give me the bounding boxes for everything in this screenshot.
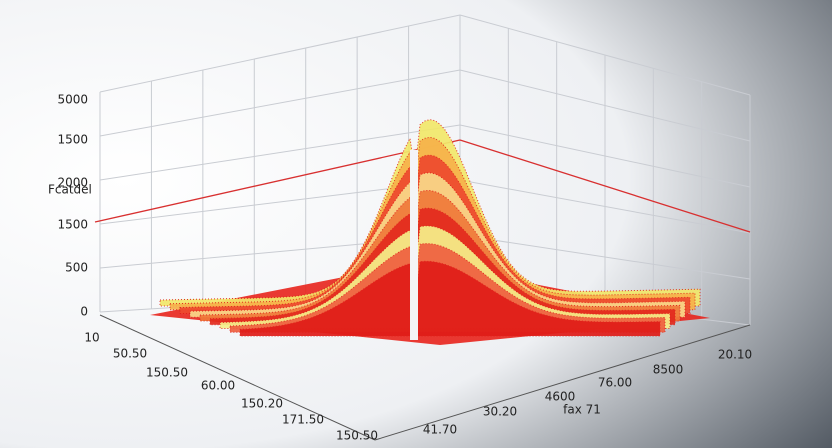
- wall-grid: [459, 234, 751, 280]
- wall-grid: [459, 14, 751, 96]
- y-tick-label: 30.20: [483, 405, 517, 419]
- y-tick-label: 76.00: [598, 376, 632, 390]
- reference-line: [94, 139, 461, 223]
- x-tick-label: 150.50: [146, 366, 188, 380]
- surface-band: [239, 260, 661, 337]
- x-tick-label: 150.20: [241, 397, 283, 411]
- x-tick-label: 50.50: [113, 347, 147, 361]
- wall-grid: [459, 179, 751, 234]
- wall-grid: [459, 69, 751, 142]
- x-tick-label: 60.00: [201, 379, 235, 393]
- z-tick-label: 500: [65, 261, 88, 275]
- y-tick-label: 41.70: [423, 423, 457, 437]
- y-tick-label: 4600: [545, 390, 576, 404]
- x-tick-label: 171.50: [282, 413, 324, 427]
- y-tick-label: fax 71: [563, 403, 601, 417]
- x-tick-label: 10: [84, 331, 99, 345]
- y-tick-label: 8500: [653, 363, 684, 377]
- y-axis: [374, 324, 751, 441]
- surface-gap: [410, 150, 418, 340]
- surface: [150, 119, 710, 345]
- wall-grid: [459, 124, 751, 188]
- reference-line: [459, 139, 751, 233]
- wall-grid: [99, 14, 461, 93]
- y-tick-label: 20.10: [718, 348, 752, 362]
- z-tick-label: 0: [80, 305, 88, 319]
- x-tick-label: 150.50: [336, 429, 378, 443]
- walls: [99, 14, 751, 326]
- wall-grid: [99, 69, 461, 137]
- wall-grid: [99, 124, 461, 181]
- x-axis: [99, 314, 376, 441]
- z-tick-label: 2000: [57, 176, 88, 190]
- z-tick-label: 5000: [57, 93, 88, 107]
- z-tick-label: 1500: [57, 218, 88, 232]
- z-axis-title: Fcatdel: [48, 183, 92, 197]
- z-tick-label: 1500: [57, 133, 88, 147]
